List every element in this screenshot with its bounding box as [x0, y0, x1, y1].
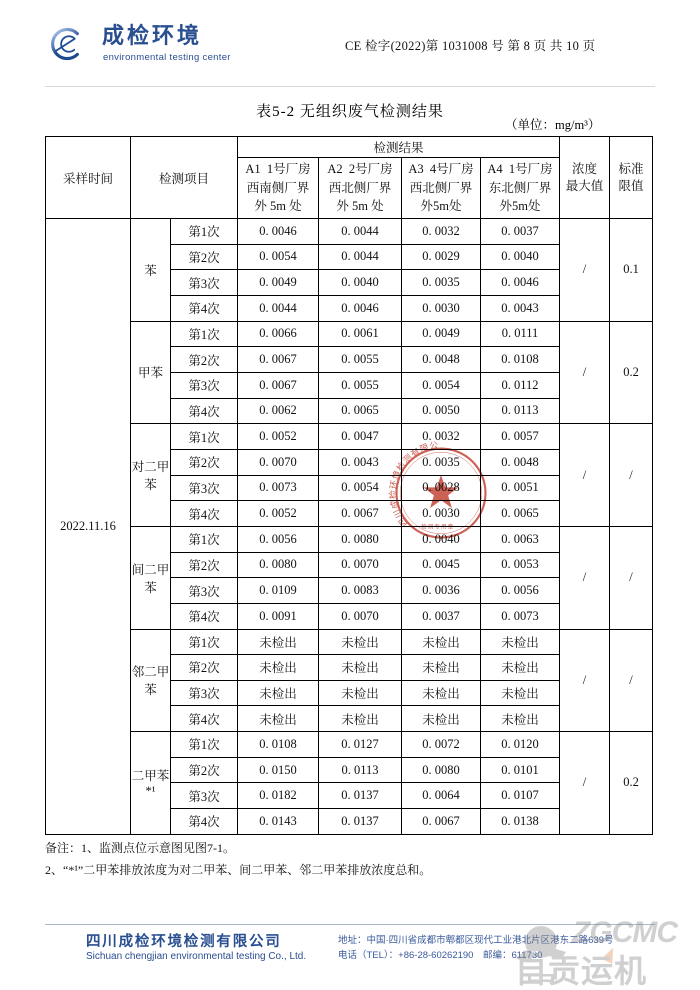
svg-text:检测专用章: 检测专用章 [421, 523, 454, 531]
svg-text:四川成检环境检测有限公司: 四川成检环境检测有限公司 [370, 422, 439, 529]
